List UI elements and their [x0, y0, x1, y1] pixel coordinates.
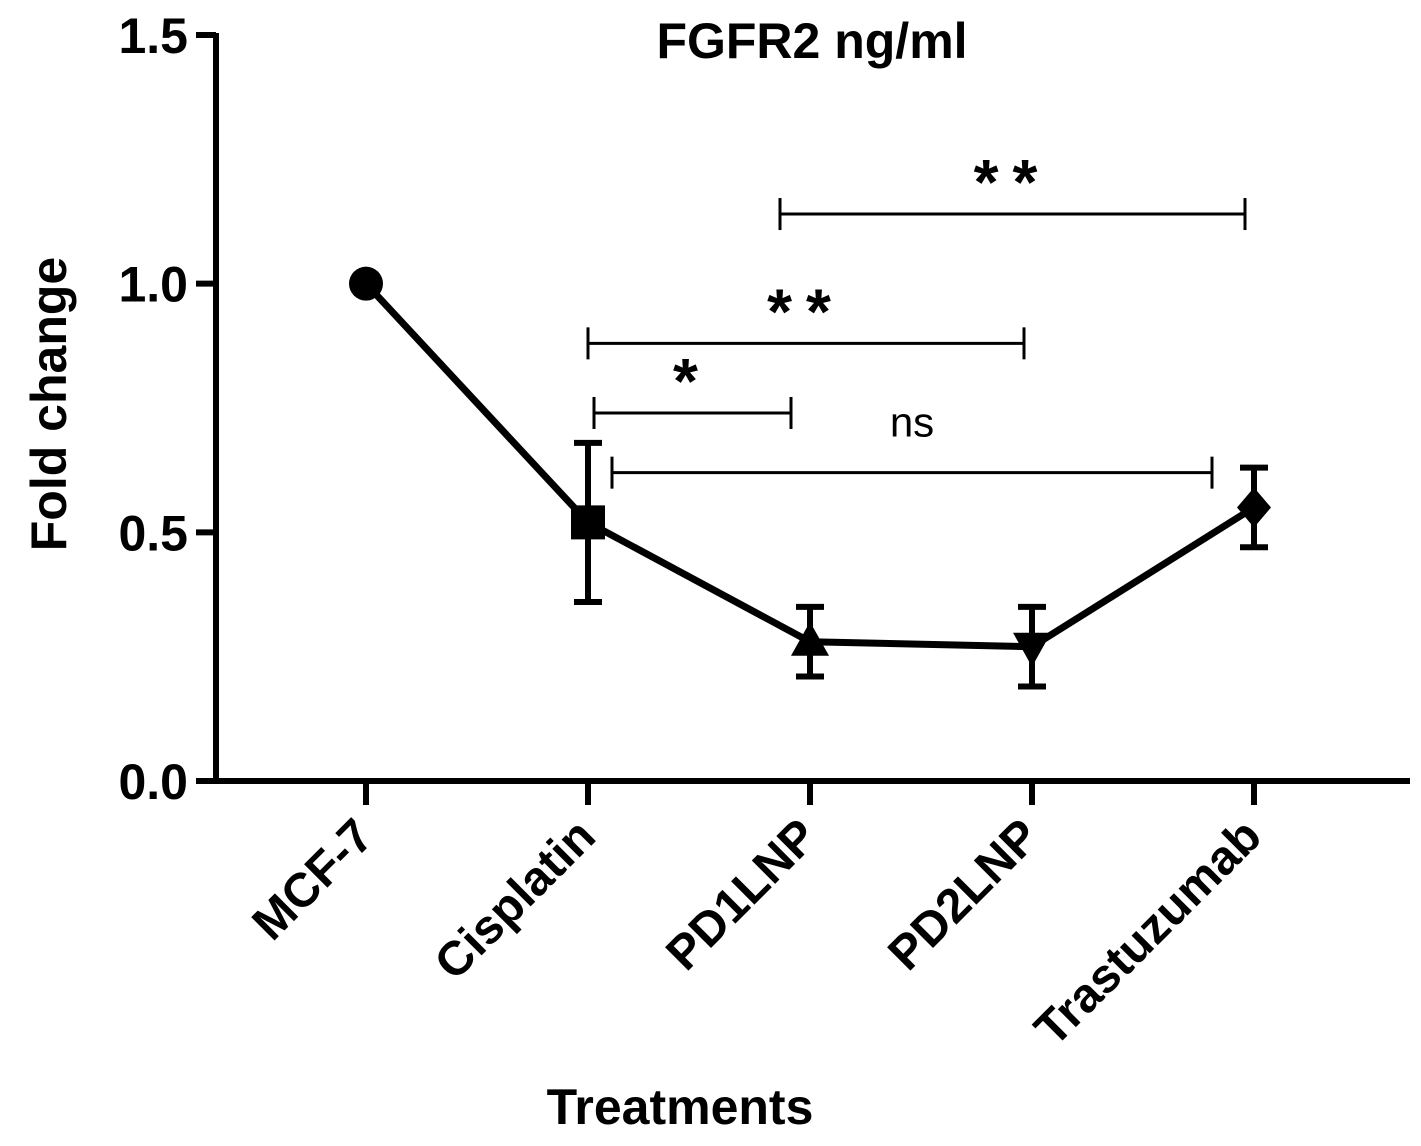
- data-series: [349, 266, 1271, 690]
- data-point: [1013, 632, 1051, 667]
- data-point: [1237, 487, 1271, 528]
- data-point: [571, 505, 605, 540]
- y-tick-label: 0.5: [118, 505, 188, 561]
- y-tick-label: 1.5: [118, 8, 188, 64]
- y-tick-label: 1.0: [118, 257, 188, 313]
- x-tick-label: PD2LNP: [878, 809, 1049, 980]
- x-axis-label: Treatments: [547, 1079, 814, 1135]
- significance-annotations: *****ns: [586, 146, 1247, 489]
- x-tick-label: MCF-7: [243, 809, 384, 950]
- data-point: [791, 621, 829, 656]
- significance-label: *: [673, 345, 712, 417]
- chart-title: FGFR2 ng/ml: [656, 13, 967, 69]
- x-tick-label: Cisplatin: [425, 809, 606, 990]
- significance-label: ns: [890, 399, 934, 446]
- significance-label: **: [974, 146, 1052, 218]
- y-tick-label: 0.0: [118, 754, 188, 810]
- significance-label: **: [767, 275, 845, 347]
- x-tick-label: Trastuzumab: [1025, 809, 1272, 1056]
- x-tick-label: PD1LNP: [656, 809, 827, 980]
- y-axis-label: Fold change: [21, 257, 77, 551]
- data-point: [349, 266, 383, 301]
